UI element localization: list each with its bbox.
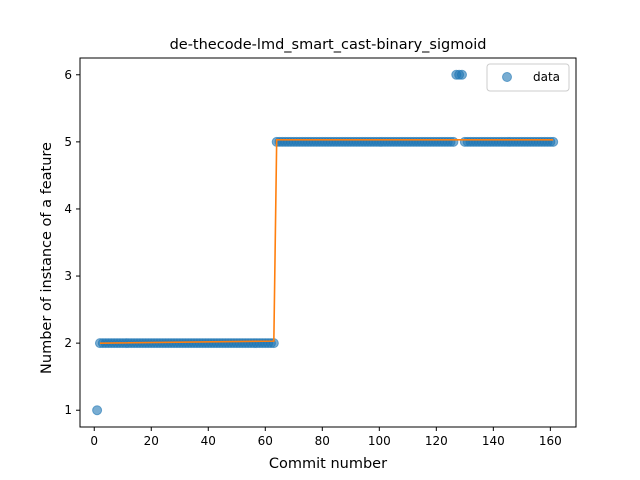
y-tick-label: 3	[64, 269, 72, 283]
x-tick-label: 120	[425, 434, 448, 448]
fit-line	[99, 139, 554, 344]
legend-label-data: data	[533, 70, 560, 84]
y-axis-label: Number of instance of a feature	[39, 142, 55, 374]
y-tick-label: 1	[64, 403, 72, 417]
legend: data	[486, 63, 570, 92]
x-tick-label: 40	[201, 434, 216, 448]
y-tick-label: 4	[64, 202, 72, 216]
y-tick-label: 6	[64, 68, 72, 82]
y-tick-label: 5	[64, 135, 72, 149]
data-point	[456, 69, 467, 80]
legend-marker	[502, 72, 512, 82]
x-tick-label: 0	[90, 434, 98, 448]
x-tick-label: 140	[482, 434, 505, 448]
x-tick-label: 60	[258, 434, 273, 448]
x-tick-label: 160	[539, 434, 562, 448]
axes: 0 20 40 60 80 100 120 140 160 1 2 3 4 5 6	[64, 57, 577, 448]
data-point	[448, 136, 459, 147]
x-tick-label: 20	[144, 434, 159, 448]
x-tick-label: 100	[368, 434, 391, 448]
chart-title: de-thecode-lmd_smart_cast-binary_sigmoid	[170, 37, 487, 53]
x-tick-label: 80	[315, 434, 330, 448]
legend-box	[486, 63, 570, 92]
plot-area	[92, 69, 559, 416]
x-axis-label: Commit number	[269, 456, 387, 472]
data-point	[548, 136, 559, 147]
axes-frame	[79, 57, 577, 428]
y-tick-label: 2	[64, 336, 72, 350]
data-point	[92, 405, 103, 416]
